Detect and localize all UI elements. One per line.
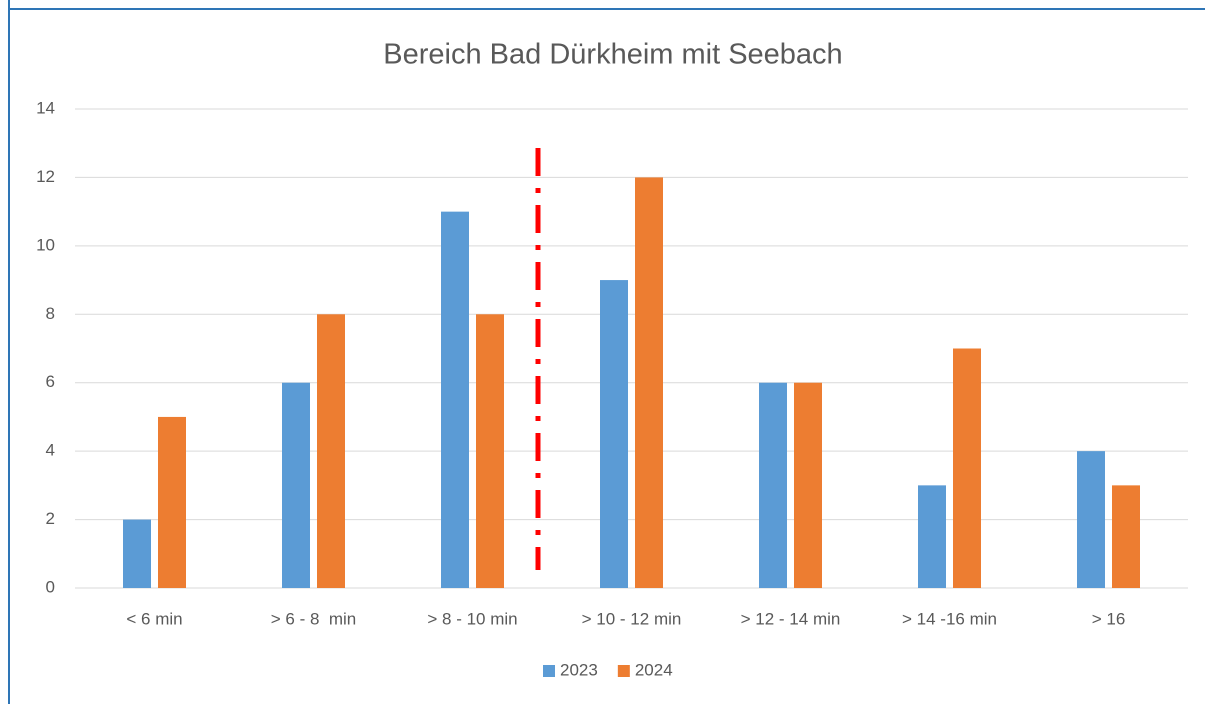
bar [1112, 485, 1140, 588]
legend-label: 2023 [560, 660, 598, 679]
y-tick-label: 14 [36, 98, 55, 117]
y-tick-label: 6 [46, 372, 55, 391]
bar [635, 177, 663, 588]
bar [123, 519, 151, 588]
bar [918, 485, 946, 588]
bar [759, 382, 787, 588]
x-tick-label: > 6 - 8 min [271, 609, 357, 628]
legend-swatch [543, 665, 555, 677]
x-tick-label: < 6 min [126, 609, 182, 628]
bar [1077, 451, 1105, 588]
bars [123, 177, 1140, 588]
bar [953, 348, 981, 588]
x-tick-label: > 12 - 14 min [741, 609, 841, 628]
bar [282, 382, 310, 588]
bar [158, 416, 186, 588]
x-tick-label: > 16 [1092, 609, 1126, 628]
legend-swatch [617, 665, 630, 677]
y-tick-label: 8 [46, 304, 55, 323]
y-tick-label: 0 [46, 577, 55, 596]
legend-label: 2024 [635, 660, 673, 679]
y-tick-label: 12 [36, 167, 55, 186]
chart-title: Bereich Bad Dürkheim mit Seebach [383, 39, 842, 71]
bar [476, 314, 504, 588]
x-tick-label: > 10 - 12 min [582, 609, 682, 628]
bar [794, 382, 822, 588]
y-tick-label: 4 [46, 441, 55, 460]
bar [600, 280, 628, 588]
x-tick-label: > 14 -16 min [902, 609, 997, 628]
x-tick-label: > 8 - 10 min [427, 609, 517, 628]
bar [317, 314, 345, 588]
bar [441, 211, 469, 588]
y-tick-label: 2 [46, 509, 55, 528]
y-tick-label: 10 [36, 235, 55, 254]
grid [75, 108, 1188, 589]
